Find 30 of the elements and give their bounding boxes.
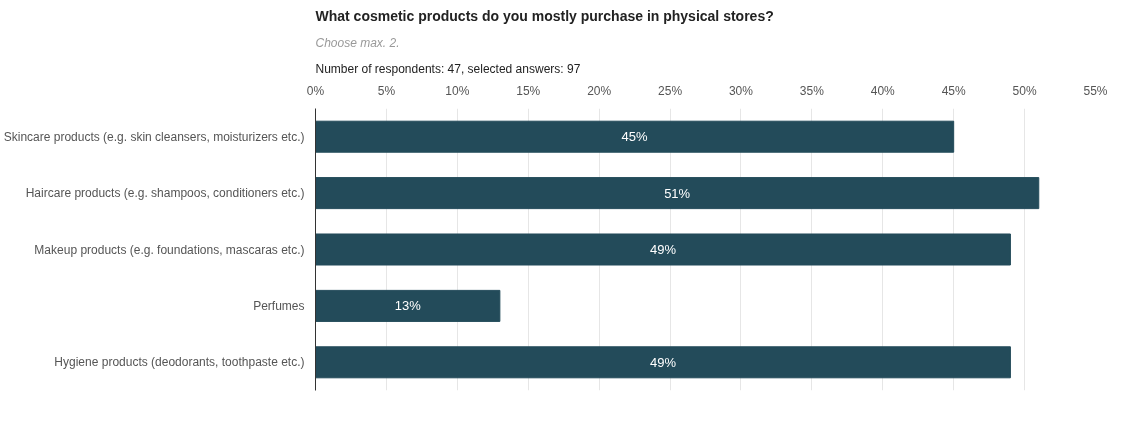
- data-label: 45%: [621, 129, 649, 145]
- data-label: 49%: [649, 354, 677, 370]
- bar: [315, 177, 1040, 210]
- y-tick-label: Perfumes: [253, 298, 305, 313]
- x-tick-label: 10%: [445, 83, 470, 98]
- x-tick-label: 45%: [941, 83, 967, 98]
- text: Number of respondents: 47, selected answers: 97: [315, 61, 581, 76]
- x-tick-label: 5%: [377, 83, 396, 98]
- x-tick-label: 30%: [728, 83, 754, 98]
- x-tick-label: 20%: [587, 83, 612, 98]
- x-tick-label: 25%: [658, 83, 683, 98]
- bar: [315, 289, 501, 322]
- chart-title: What cosmetic products do you mostly purchase in physical stores?: [315, 7, 774, 24]
- x-tick-label: 55%: [1083, 83, 1108, 98]
- data-label: 13%: [394, 298, 422, 314]
- x-tick-label: 15%: [516, 83, 541, 98]
- y-tick-label: Haircare products (e.g. shampoos, conditioners etc.): [25, 186, 305, 201]
- chart-subtitle: Choose max. 2.: [315, 35, 400, 50]
- bar: [315, 233, 1011, 266]
- y-tick-label: Skincare products (e.g. skin cleansers, moisturizers etc.): [3, 129, 305, 144]
- x-tick-label: 40%: [870, 83, 896, 98]
- bar: [315, 346, 1011, 379]
- x-tick-label: 35%: [799, 83, 825, 98]
- data-label: 51%: [664, 185, 691, 201]
- x-tick-label: 0%: [306, 83, 325, 98]
- y-tick-label: Makeup products (e.g. foundations, mascaras etc.): [34, 242, 305, 257]
- data-label: 49%: [649, 242, 677, 257]
- x-tick-label: 50%: [1012, 83, 1037, 98]
- bar: [315, 120, 955, 153]
- y-tick-label: Hygiene products (deodorants, toothpaste etc.): [54, 355, 305, 370]
